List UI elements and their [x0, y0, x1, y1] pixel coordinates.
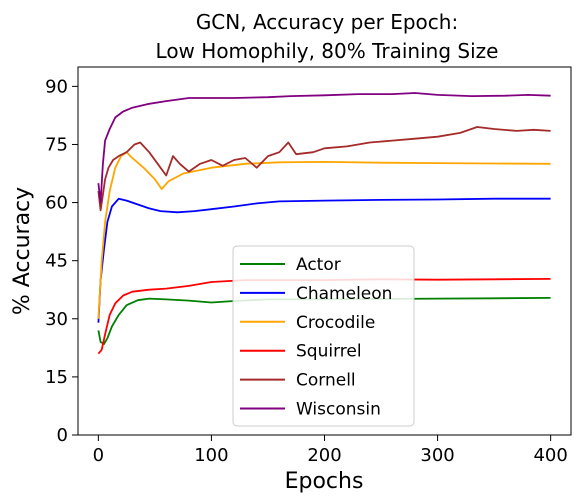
y-axis: 0 15 30 45 60 75 90: [45, 76, 78, 446]
series-line-chameleon: [97, 197, 551, 323]
y-tick-label: 15: [45, 367, 68, 388]
plot-area: [77, 66, 572, 436]
y-tick-label: 30: [45, 309, 68, 330]
legend-label-chameleon: Chameleon: [296, 284, 392, 304]
legend-label-crocodile: Crocodile: [296, 313, 375, 333]
chart-title: GCN, Accuracy per Epoch:: [196, 10, 458, 34]
x-tick-label: 100: [194, 445, 228, 466]
x-axis: 0 100 200 300 400: [93, 435, 568, 466]
y-tick-label: 60: [45, 193, 68, 214]
y-axis-label: % Accuracy: [10, 187, 35, 315]
series-line-wisconsin: [97, 92, 551, 204]
x-tick-label: 300: [420, 445, 454, 466]
legend-label-cornell: Cornell: [296, 371, 356, 391]
x-axis-label: Epochs: [285, 469, 364, 494]
legend-label-wisconsin: Wisconsin: [296, 400, 381, 420]
y-tick-label: 45: [45, 251, 68, 272]
series-line-crocodile: [97, 151, 551, 319]
legend-label-squirrel: Squirrel: [296, 342, 362, 362]
x-tick-label: 200: [307, 445, 341, 466]
chart-subtitle: Low Homophily, 80% Training Size: [156, 39, 499, 63]
y-tick-label: 75: [45, 134, 68, 155]
x-tick-label: 0: [93, 445, 104, 466]
legend-box: [232, 245, 415, 427]
x-tick-label: 400: [533, 445, 567, 466]
series-line-cornell: [97, 126, 551, 212]
legend: Actor Chameleon Crocodile Squirrel Cornell Wi…: [232, 245, 415, 427]
y-tick-label: 0: [57, 425, 68, 446]
legend-label-actor: Actor: [296, 255, 341, 275]
y-tick-label: 90: [45, 76, 68, 97]
